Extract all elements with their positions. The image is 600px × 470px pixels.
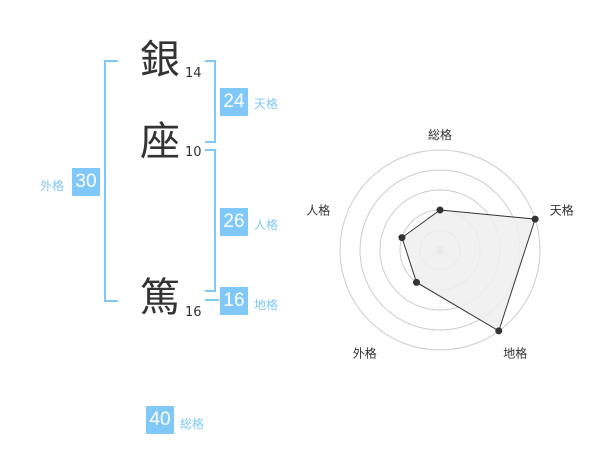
radar-axis-label: 地格 <box>503 346 527 361</box>
radar-point-0 <box>436 206 444 214</box>
radar-axis-label: 人格 <box>306 202 330 217</box>
radar-axis-label: 天格 <box>550 202 574 217</box>
chikaku-connector <box>205 299 219 301</box>
radar-point-3 <box>412 278 420 286</box>
tenkaku-bracket <box>205 60 216 143</box>
radar-point-2 <box>495 327 503 335</box>
chikaku-value: 16 <box>220 287 248 315</box>
soukaku-value: 40 <box>146 406 174 434</box>
radar-point-1 <box>531 215 539 223</box>
name-char-1: 銀 <box>140 37 180 83</box>
stroke-count-3: 16 <box>185 305 202 320</box>
radar-point-4 <box>398 234 406 242</box>
stroke-count-2: 10 <box>185 145 202 160</box>
name-char-2: 座 <box>140 119 180 165</box>
radar-axis-label: 外格 <box>353 346 377 361</box>
jinkaku-bracket <box>205 149 216 292</box>
stroke-count-1: 14 <box>185 66 202 81</box>
gaikaku-label: 外格 <box>40 179 65 193</box>
soukaku-label: 総格 <box>180 417 205 431</box>
jinkaku-value: 26 <box>220 208 248 236</box>
tenkaku-value: 24 <box>220 88 248 116</box>
radar-axis-label: 総格 <box>428 127 452 142</box>
chikaku-label: 地格 <box>254 298 279 312</box>
radar-ring <box>339 149 541 351</box>
tenkaku-label: 天格 <box>254 97 279 111</box>
jinkaku-label: 人格 <box>254 218 279 232</box>
name-char-3: 篤 <box>140 275 180 321</box>
gaikaku-bracket <box>104 60 118 302</box>
gaikaku-value: 30 <box>72 168 100 196</box>
radar-polygon <box>401 209 536 332</box>
